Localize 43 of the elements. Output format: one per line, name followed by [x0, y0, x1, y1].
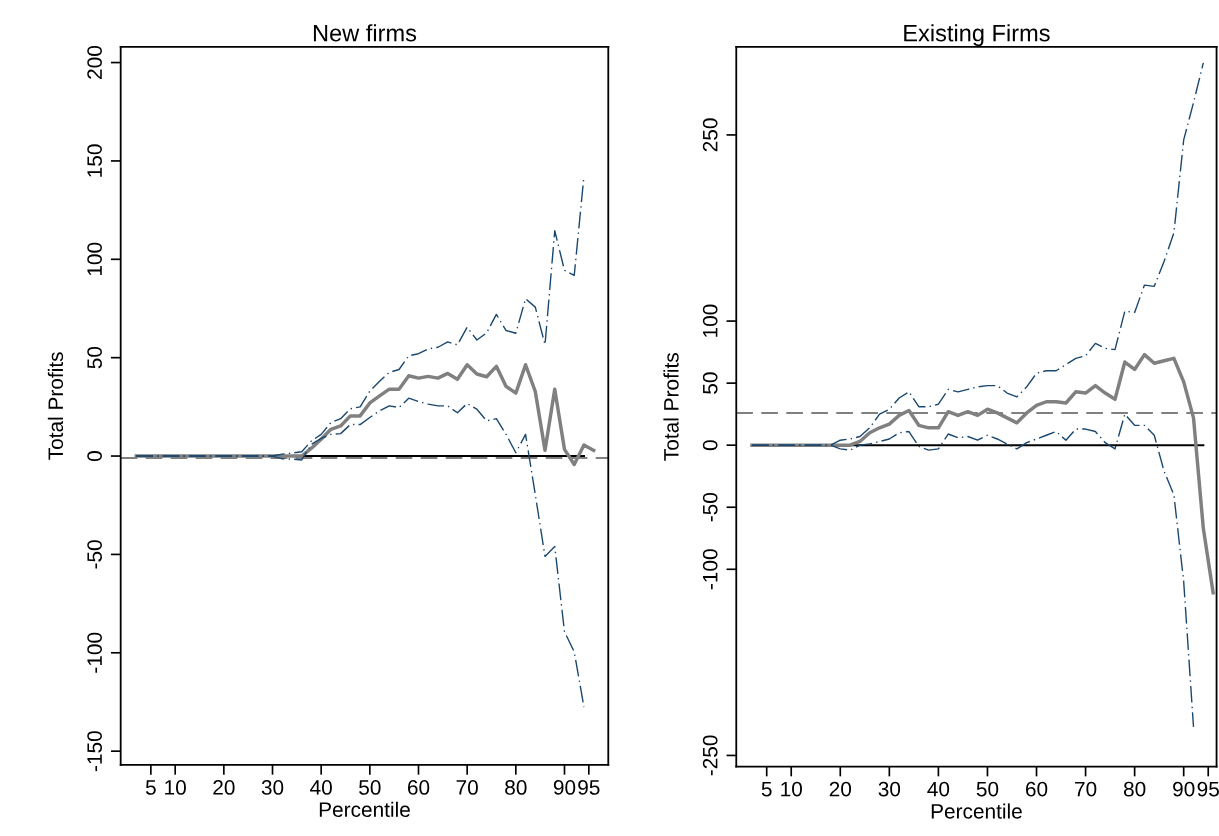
y-tick-label: -50 — [702, 493, 718, 522]
x-tick-label: 5 — [761, 781, 772, 797]
x-tick-label: 50 — [359, 780, 381, 795]
y-tick-label: -50 — [87, 540, 102, 569]
y-axis-title: Total Profits — [47, 352, 64, 460]
x-axis-title: Percentile — [931, 803, 1022, 819]
x-tick-label: 50 — [976, 781, 999, 797]
y-tick-label: 150 — [87, 144, 102, 177]
x-tick-label: 80 — [505, 780, 527, 795]
x-tick-label: 60 — [407, 780, 430, 795]
y-tick-label: 250 — [702, 118, 718, 152]
x-tick-label: 30 — [261, 780, 284, 795]
y-tick-label: 0 — [702, 440, 718, 451]
x-tick-label: 40 — [310, 780, 332, 795]
y-axis-title: Total Profits — [663, 353, 679, 461]
chart-title: New firms — [313, 24, 417, 42]
x-tick-label: 5 — [145, 780, 156, 795]
y-tick-label: -250 — [702, 735, 718, 776]
x-tick-label: 60 — [1025, 781, 1048, 797]
x-tick-label: 10 — [165, 780, 186, 795]
x-tick-label: 20 — [213, 780, 235, 795]
y-tick-label: 200 — [87, 45, 102, 79]
y-tick-label: -150 — [87, 731, 102, 772]
y-tick-label: -100 — [702, 549, 718, 590]
x-tick-label: 90 — [1173, 781, 1195, 797]
y-tick-label: 100 — [87, 242, 102, 276]
y-tick-label: 50 — [87, 346, 102, 369]
x-tick-label: 20 — [829, 781, 852, 797]
x-axis-title: Percentile — [319, 801, 410, 818]
x-tick-label: 95 — [1197, 781, 1219, 797]
y-tick-label: 50 — [702, 372, 718, 394]
x-tick-label: 80 — [1123, 781, 1146, 797]
x-tick-label: 95 — [578, 780, 600, 795]
x-tick-label: 10 — [781, 781, 802, 797]
x-tick-label: 90 — [553, 780, 576, 795]
x-tick-label: 30 — [878, 781, 901, 797]
x-tick-label: 40 — [927, 781, 950, 797]
chart-title: Existing Firms — [904, 24, 1050, 47]
x-tick-label: 70 — [1075, 781, 1097, 797]
y-tick-label: -100 — [87, 632, 102, 673]
y-tick-label: 100 — [702, 304, 718, 337]
x-tick-label: 70 — [456, 780, 478, 795]
y-tick-label: 0 — [87, 451, 102, 462]
